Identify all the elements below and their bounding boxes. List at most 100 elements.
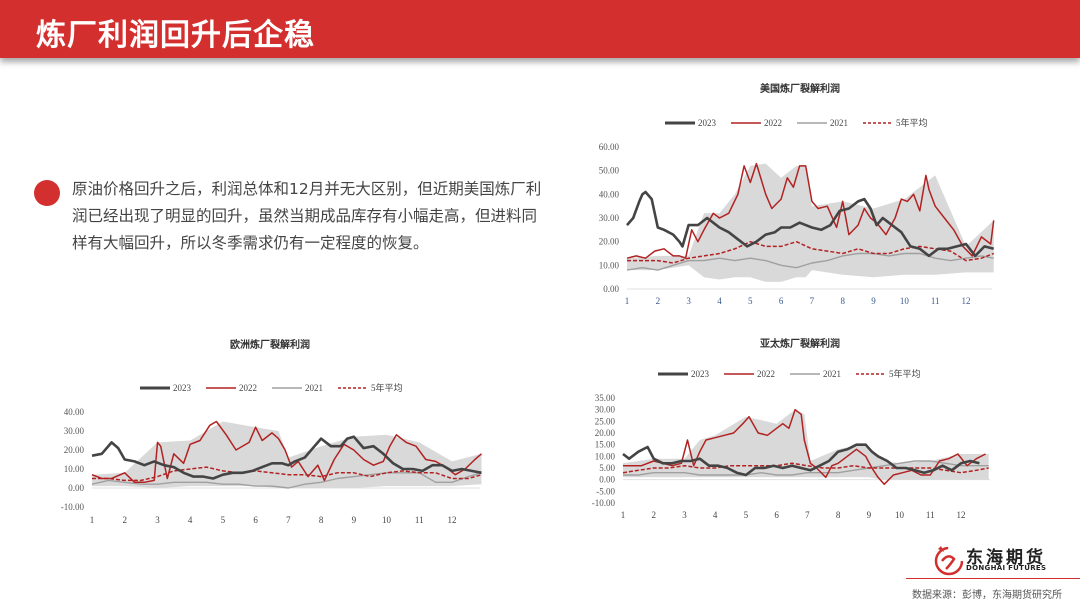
svg-text:5年平均: 5年平均 bbox=[889, 368, 921, 379]
svg-text:2022: 2022 bbox=[757, 369, 775, 379]
x-tick: 4 bbox=[717, 296, 722, 306]
y-tick: 20.00 bbox=[595, 428, 616, 438]
y-tick: 20.00 bbox=[599, 237, 620, 247]
chart-title: 欧洲炼厂裂解利润 bbox=[230, 338, 310, 351]
svg-text:5年平均: 5年平均 bbox=[896, 117, 928, 128]
x-tick: 12 bbox=[957, 510, 966, 520]
y-tick: 5.00 bbox=[599, 463, 615, 473]
svg-text:2023: 2023 bbox=[691, 369, 710, 379]
series-line-2022 bbox=[626, 162, 995, 259]
y-tick: 0.00 bbox=[68, 483, 84, 493]
chart-eu-refinery-margin: 欧洲炼厂裂解利润 2023 2022 2021 5年平均 -10.00 0.00 10.00 2… bbox=[40, 334, 500, 529]
y-tick: 25.00 bbox=[595, 416, 616, 426]
x-tick: 11 bbox=[931, 296, 940, 306]
chart-us-svg: 美国炼厂裂解利润 2023 2022 2021 5年平均 0.00 10.00 20.00 30… bbox=[599, 82, 995, 306]
y-tick: 10.00 bbox=[64, 464, 85, 474]
legend-item-2: 2021 bbox=[797, 118, 848, 128]
x-tick: 8 bbox=[840, 296, 845, 306]
legend-item-0: 2023 bbox=[665, 118, 717, 128]
legend-item-1: 2022 bbox=[724, 369, 775, 379]
x-tick: 12 bbox=[448, 515, 457, 525]
x-tick: 10 bbox=[900, 296, 910, 306]
chart-title: 亚太炼厂裂解利润 bbox=[760, 337, 840, 350]
y-tick: 10.00 bbox=[595, 451, 616, 461]
x-tick: 6 bbox=[774, 510, 779, 520]
legend-item-2: 2021 bbox=[790, 369, 841, 379]
legend-item-2: 2021 bbox=[272, 383, 323, 393]
x-tick: 7 bbox=[810, 296, 815, 306]
series-line-5年平均 bbox=[92, 466, 482, 482]
chart-apac-svg: 亚太炼厂裂解利润 2023 2022 2021 5年平均 -10.00 -5.000.00 5… bbox=[592, 337, 990, 520]
series-line-2022 bbox=[91, 420, 482, 484]
x-tick: 3 bbox=[682, 510, 687, 520]
legend-item-0: 2023 bbox=[140, 383, 192, 393]
y-tick: 40.00 bbox=[599, 189, 620, 199]
series-line-2022 bbox=[623, 408, 986, 486]
x-tick: 3 bbox=[686, 296, 691, 306]
chart-legend: 2023 2022 2021 5年平均 bbox=[665, 117, 928, 128]
legend-item-1: 2022 bbox=[731, 118, 782, 128]
y-tick: 40.00 bbox=[64, 407, 85, 417]
series-line-5年平均 bbox=[622, 462, 989, 474]
chart-title: 美国炼厂裂解利润 bbox=[760, 82, 840, 95]
legend-item-3: 5年平均 bbox=[856, 368, 921, 379]
series-line-2021 bbox=[626, 252, 994, 271]
x-tick: 9 bbox=[871, 296, 876, 306]
chart-legend: 2023 2022 2021 5年平均 bbox=[658, 368, 921, 379]
svg-text:2023: 2023 bbox=[698, 118, 717, 128]
y-tick: 15.00 bbox=[595, 440, 616, 450]
x-tick: 7 bbox=[805, 510, 810, 520]
x-tick: 10 bbox=[895, 510, 905, 520]
y-tick: 35.00 bbox=[595, 393, 616, 403]
series-line-5年平均 bbox=[627, 240, 994, 264]
legend-item-3: 5年平均 bbox=[863, 117, 928, 128]
x-tick: 2 bbox=[656, 296, 661, 306]
y-tick: 0.00 bbox=[599, 475, 615, 485]
x-tick: 1 bbox=[625, 296, 630, 306]
bullet-dot-icon bbox=[34, 180, 60, 206]
bullet-text: 原油价格回升之后，利润总体和12月并无大区别，但近期美国炼厂利润已经出现了明显的… bbox=[72, 180, 542, 252]
svg-text:2021: 2021 bbox=[305, 383, 323, 393]
y-tick: 30.00 bbox=[595, 405, 616, 415]
x-tick: 4 bbox=[713, 510, 718, 520]
x-tick: 7 bbox=[286, 515, 291, 525]
x-tick: 1 bbox=[621, 510, 626, 520]
legend-item-1: 2022 bbox=[206, 383, 257, 393]
y-tick: -10.00 bbox=[61, 502, 85, 512]
y-tick: 60.00 bbox=[599, 142, 620, 152]
chart-eu-svg: 欧洲炼厂裂解利润 2023 2022 2021 5年平均 -10.00 0.00 10.00 2… bbox=[61, 338, 482, 525]
svg-text:2022: 2022 bbox=[239, 383, 257, 393]
dragon-logo-icon bbox=[934, 546, 964, 576]
page-title: 炼厂利润回升后企稳 bbox=[36, 18, 315, 53]
x-tick: 1 bbox=[90, 515, 95, 525]
header-bar: 炼厂利润回升后企稳 bbox=[0, 0, 1080, 58]
footer-divider bbox=[906, 578, 1080, 579]
x-tick: 3 bbox=[155, 515, 160, 525]
x-tick: 9 bbox=[867, 510, 872, 520]
x-tick: 5 bbox=[744, 510, 749, 520]
chart-legend: 2023 2022 2021 5年平均 bbox=[140, 382, 403, 393]
y-tick: -5.00 bbox=[596, 486, 615, 496]
series-line-2023 bbox=[626, 190, 995, 258]
y-tick: 10.00 bbox=[599, 260, 620, 270]
donghai-logo: 东海期货 DONGHAI FUTURES bbox=[930, 541, 1080, 581]
logo-en-text: DONGHAI FUTURES bbox=[966, 564, 1047, 572]
series-line-2021 bbox=[623, 460, 989, 476]
x-tick: 5 bbox=[748, 296, 753, 306]
y-tick: 30.00 bbox=[599, 213, 620, 223]
legend-item-0: 2023 bbox=[658, 369, 710, 379]
svg-text:2021: 2021 bbox=[823, 369, 841, 379]
svg-text:2022: 2022 bbox=[764, 118, 782, 128]
chart-us-refinery-margin: 美国炼厂裂解利润 2023 2022 2021 5年平均 0.00 10.00 20.00 30… bbox=[580, 78, 1000, 318]
x-tick: 6 bbox=[253, 515, 258, 525]
series-line-2023 bbox=[91, 435, 482, 480]
y-tick: 20.00 bbox=[64, 445, 85, 455]
x-tick: 8 bbox=[836, 510, 841, 520]
y-tick: 0.00 bbox=[603, 284, 619, 294]
x-tick: 4 bbox=[188, 515, 193, 525]
y-tick: 50.00 bbox=[599, 166, 620, 176]
x-tick: 10 bbox=[382, 515, 392, 525]
x-tick: 6 bbox=[779, 296, 784, 306]
legend-item-3: 5年平均 bbox=[338, 382, 403, 393]
svg-text:5年平均: 5年平均 bbox=[371, 382, 403, 393]
